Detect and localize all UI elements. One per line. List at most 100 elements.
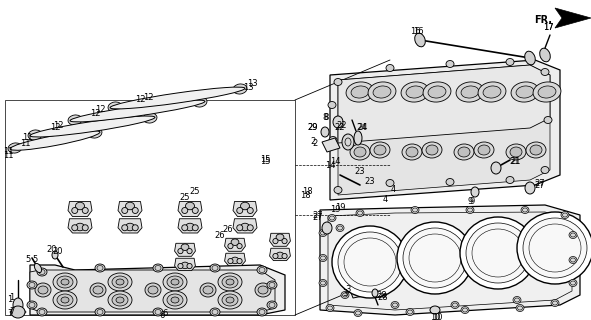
Ellipse shape: [506, 177, 514, 183]
Polygon shape: [174, 258, 196, 271]
Ellipse shape: [153, 264, 163, 272]
Text: 3: 3: [345, 285, 350, 294]
Text: 9: 9: [469, 197, 475, 206]
Ellipse shape: [95, 308, 105, 316]
Ellipse shape: [406, 86, 424, 98]
Text: 20: 20: [47, 245, 57, 254]
Ellipse shape: [341, 292, 349, 299]
Ellipse shape: [108, 291, 132, 309]
Ellipse shape: [132, 225, 138, 231]
Ellipse shape: [112, 294, 128, 306]
Ellipse shape: [334, 187, 342, 194]
Text: 15: 15: [260, 157, 270, 166]
Ellipse shape: [513, 297, 521, 303]
Ellipse shape: [354, 131, 362, 145]
Ellipse shape: [145, 283, 161, 297]
Text: 29: 29: [308, 124, 318, 132]
Ellipse shape: [273, 238, 278, 244]
Text: 22: 22: [337, 122, 348, 131]
Ellipse shape: [386, 180, 394, 187]
Ellipse shape: [530, 145, 542, 155]
Ellipse shape: [218, 273, 242, 291]
Ellipse shape: [483, 86, 501, 98]
Ellipse shape: [8, 143, 22, 153]
Ellipse shape: [460, 217, 536, 289]
Ellipse shape: [336, 225, 344, 231]
Ellipse shape: [53, 291, 77, 309]
Text: 24: 24: [358, 124, 368, 132]
Ellipse shape: [319, 279, 327, 286]
Text: 16: 16: [413, 28, 423, 36]
Ellipse shape: [163, 291, 187, 309]
Ellipse shape: [511, 82, 539, 102]
Ellipse shape: [426, 145, 438, 155]
Polygon shape: [330, 60, 560, 200]
Ellipse shape: [143, 113, 157, 123]
Ellipse shape: [521, 206, 529, 213]
Text: 7: 7: [7, 308, 12, 317]
Text: 4: 4: [382, 196, 388, 204]
Text: 27: 27: [535, 180, 545, 188]
Ellipse shape: [112, 276, 128, 288]
Text: 6: 6: [163, 309, 168, 318]
Ellipse shape: [38, 286, 48, 294]
Ellipse shape: [37, 268, 47, 276]
Ellipse shape: [402, 144, 422, 160]
Ellipse shape: [116, 279, 124, 285]
Ellipse shape: [233, 84, 247, 94]
Ellipse shape: [226, 297, 234, 303]
Text: 19: 19: [335, 203, 345, 212]
Ellipse shape: [525, 182, 535, 194]
Ellipse shape: [454, 144, 474, 160]
Ellipse shape: [267, 281, 277, 289]
Ellipse shape: [167, 276, 183, 288]
Ellipse shape: [153, 308, 163, 316]
Polygon shape: [233, 219, 257, 233]
Ellipse shape: [372, 289, 378, 297]
Ellipse shape: [338, 232, 402, 292]
Polygon shape: [68, 202, 92, 217]
Ellipse shape: [237, 259, 242, 264]
Ellipse shape: [231, 257, 239, 264]
Ellipse shape: [397, 222, 473, 294]
Ellipse shape: [276, 234, 284, 240]
Ellipse shape: [200, 283, 216, 297]
Polygon shape: [68, 219, 92, 233]
Ellipse shape: [95, 264, 105, 272]
Text: 10: 10: [432, 314, 442, 320]
Polygon shape: [320, 205, 580, 315]
Text: 12: 12: [135, 95, 145, 105]
Ellipse shape: [257, 266, 267, 274]
Ellipse shape: [68, 115, 82, 125]
Ellipse shape: [182, 207, 188, 213]
Text: 11: 11: [3, 150, 13, 159]
Ellipse shape: [334, 78, 342, 85]
Text: 13: 13: [243, 83, 254, 92]
Ellipse shape: [52, 251, 58, 259]
Text: 27: 27: [313, 213, 323, 222]
Ellipse shape: [61, 297, 69, 303]
Ellipse shape: [446, 60, 454, 68]
Ellipse shape: [178, 263, 183, 269]
Ellipse shape: [203, 286, 213, 294]
Ellipse shape: [401, 82, 429, 102]
Ellipse shape: [108, 102, 122, 112]
Ellipse shape: [538, 86, 556, 98]
Ellipse shape: [373, 86, 391, 98]
Ellipse shape: [226, 279, 234, 285]
Text: 12: 12: [90, 109, 100, 118]
Ellipse shape: [61, 279, 69, 285]
Ellipse shape: [125, 202, 135, 210]
Ellipse shape: [34, 263, 41, 273]
Ellipse shape: [329, 137, 337, 143]
Text: 12: 12: [50, 124, 60, 132]
Ellipse shape: [430, 306, 440, 314]
Text: 25: 25: [180, 193, 190, 202]
Ellipse shape: [540, 48, 550, 62]
Ellipse shape: [506, 59, 514, 66]
Ellipse shape: [346, 82, 374, 102]
Text: 23: 23: [355, 167, 365, 177]
Ellipse shape: [533, 82, 561, 102]
Polygon shape: [30, 265, 285, 315]
Ellipse shape: [523, 218, 587, 278]
